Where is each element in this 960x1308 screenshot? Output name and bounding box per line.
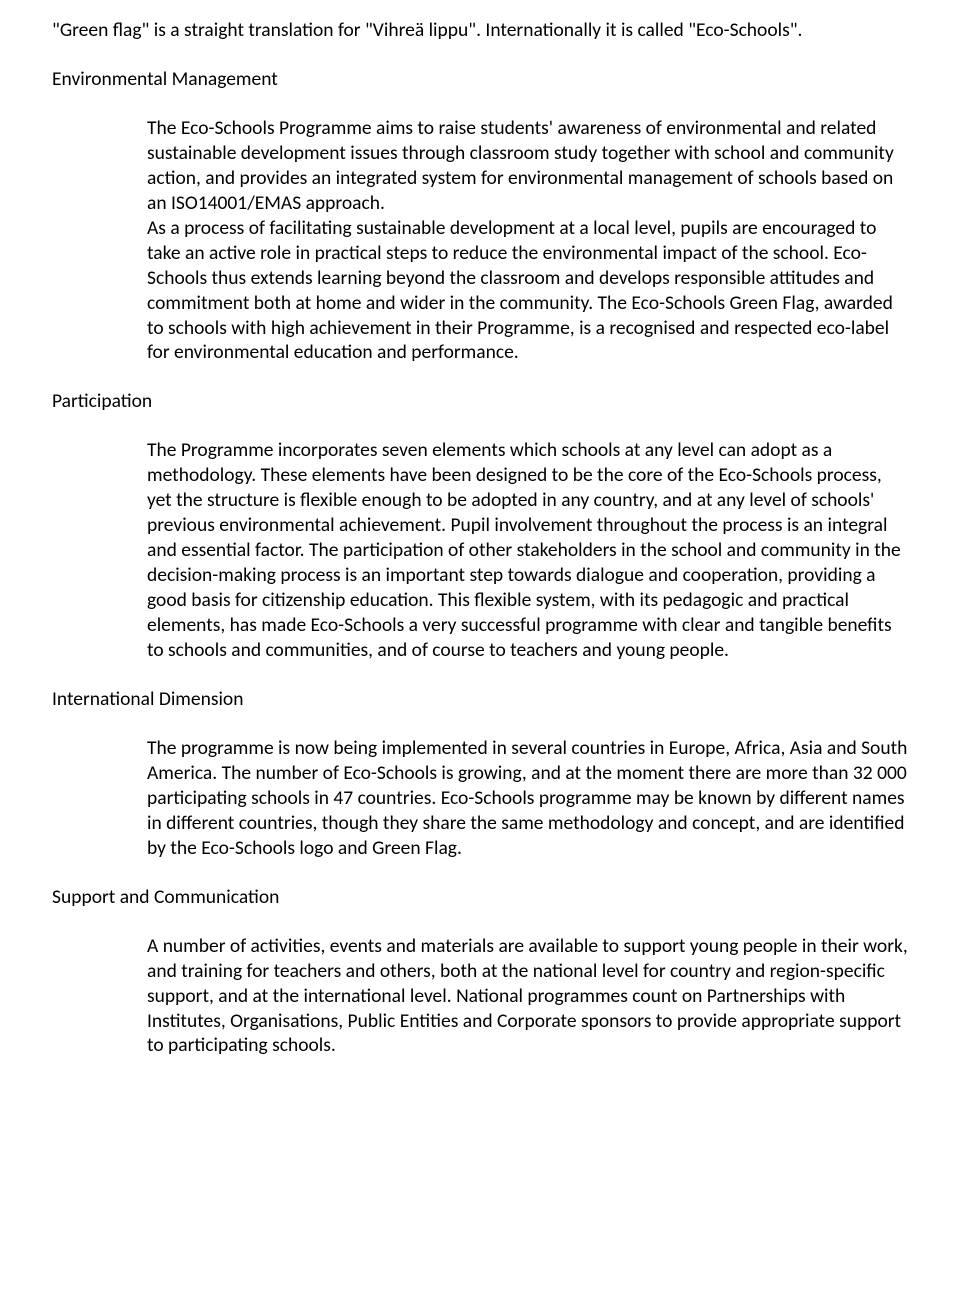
section-body: The Eco-Schools Programme aims to raise … xyxy=(52,116,908,366)
section-body: The Programme incorporates seven element… xyxy=(52,438,908,663)
section-heading: Participation xyxy=(52,389,908,414)
section-participation: Participation The Programme incorporates… xyxy=(52,389,908,663)
section-heading: Support and Communication xyxy=(52,885,908,910)
section-env-mgmt: Environmental Management The Eco-Schools… xyxy=(52,67,908,365)
section-intl-dimension: International Dimension The programme is… xyxy=(52,687,908,861)
intro-text: "Green flag" is a straight translation f… xyxy=(52,18,908,43)
section-body: A number of activities, events and mater… xyxy=(52,934,908,1059)
section-body: The programme is now being implemented i… xyxy=(52,736,908,861)
section-heading: International Dimension xyxy=(52,687,908,712)
section-support-comm: Support and Communication A number of ac… xyxy=(52,885,908,1059)
section-heading: Environmental Management xyxy=(52,67,908,92)
